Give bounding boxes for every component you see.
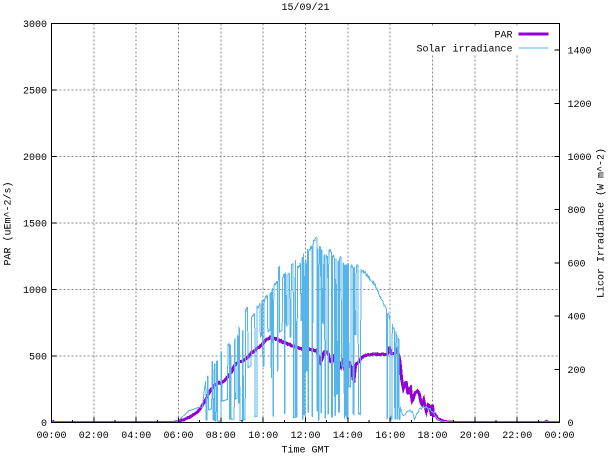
svg-text:PAR: PAR [494,31,512,42]
svg-text:02:00: 02:00 [79,431,109,442]
svg-text:0: 0 [41,419,47,430]
svg-text:1500: 1500 [23,220,47,231]
svg-text:3000: 3000 [23,20,47,31]
svg-text:14:00: 14:00 [333,431,363,442]
svg-text:PAR (uEm^-2/s): PAR (uEm^-2/s) [3,181,15,265]
svg-text:Time GMT: Time GMT [281,445,329,457]
svg-text:00:00: 00:00 [544,431,574,442]
svg-text:06:00: 06:00 [163,431,193,442]
svg-text:600: 600 [568,259,586,270]
svg-text:15/09/21: 15/09/21 [281,2,329,14]
svg-text:1000: 1000 [23,286,47,297]
svg-text:Licor Irradiance (W m^-2): Licor Irradiance (W m^-2) [596,148,608,298]
svg-text:10:00: 10:00 [248,431,278,442]
svg-text:200: 200 [568,366,586,377]
svg-text:1000: 1000 [568,153,592,164]
svg-text:08:00: 08:00 [206,431,236,442]
svg-text:00:00: 00:00 [36,431,66,442]
svg-text:20:00: 20:00 [460,431,490,442]
svg-text:1200: 1200 [568,100,592,111]
svg-text:1400: 1400 [568,47,592,58]
svg-text:2500: 2500 [23,87,47,98]
svg-text:0: 0 [568,419,574,430]
svg-text:16:00: 16:00 [375,431,405,442]
svg-text:500: 500 [29,353,47,364]
svg-text:12:00: 12:00 [290,431,320,442]
svg-text:800: 800 [568,206,586,217]
svg-text:Solar irradiance: Solar irradiance [416,44,512,56]
svg-text:2000: 2000 [23,153,47,164]
svg-text:18:00: 18:00 [417,431,447,442]
svg-text:22:00: 22:00 [502,431,532,442]
svg-text:400: 400 [568,313,586,324]
svg-text:04:00: 04:00 [121,431,151,442]
